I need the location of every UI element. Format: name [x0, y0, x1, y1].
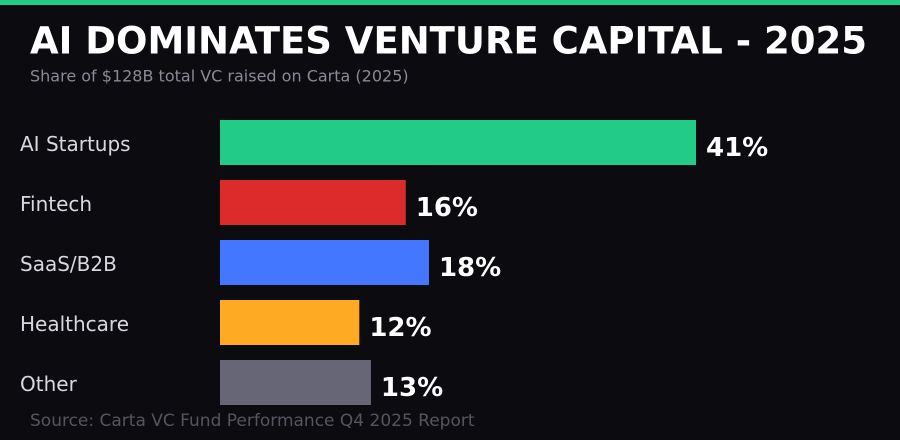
source-note: Source: Carta VC Fund Performance Q4 202… — [30, 411, 475, 431]
bar — [220, 180, 406, 225]
bar — [220, 360, 371, 405]
category-label: Fintech — [20, 192, 92, 216]
bar — [220, 240, 429, 285]
category-label: AI Startups — [20, 132, 131, 156]
chart-subtitle: Share of $128B total VC raised on Carta … — [30, 67, 409, 86]
chart-title: AI DOMINATES VENTURE CAPITAL - 2025 — [30, 20, 867, 63]
accent-stripe — [0, 0, 900, 5]
category-label: Healthcare — [20, 312, 129, 336]
category-label: Other — [20, 372, 78, 396]
category-label: SaaS/B2B — [20, 252, 117, 276]
bar — [220, 120, 696, 165]
value-label: 12% — [369, 313, 431, 343]
value-label: 13% — [381, 373, 443, 403]
value-label: 41% — [706, 133, 768, 163]
value-label: 18% — [439, 253, 501, 283]
value-label: 16% — [416, 193, 478, 223]
bar — [220, 300, 360, 345]
